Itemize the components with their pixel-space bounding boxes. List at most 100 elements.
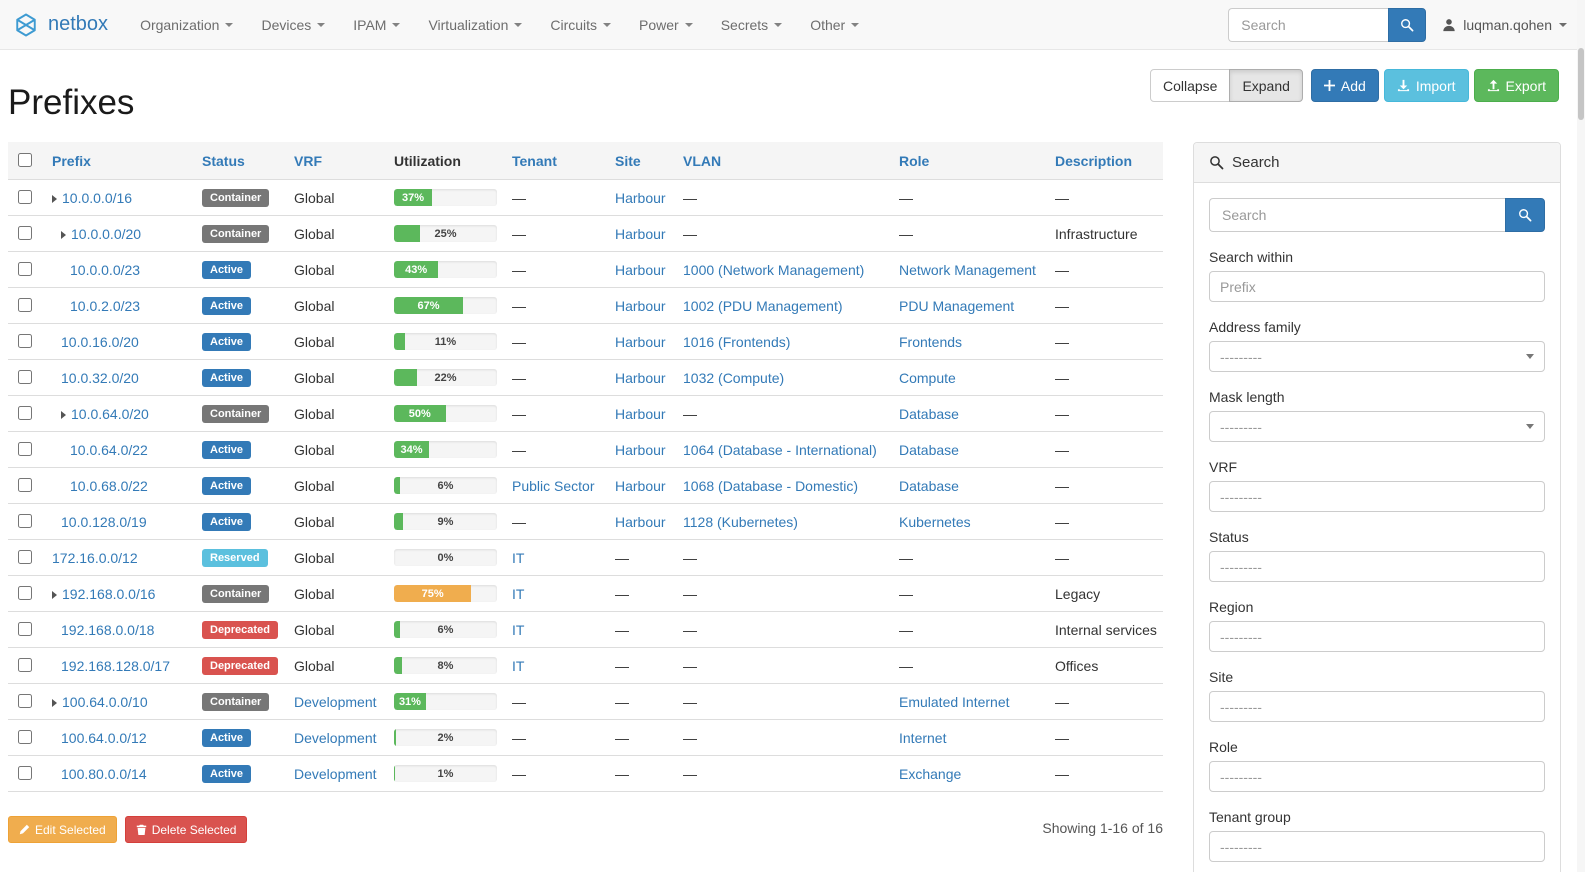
role-link[interactable]: Database xyxy=(899,441,959,458)
filter-field-status[interactable]: --------- xyxy=(1209,551,1545,582)
filter-field-site[interactable]: --------- xyxy=(1209,691,1545,722)
scrollbar-thumb[interactable] xyxy=(1578,48,1584,120)
site-link[interactable]: Harbour xyxy=(615,513,666,530)
prefix-link[interactable]: 10.0.16.0/20 xyxy=(61,333,139,350)
prefix-link[interactable]: 172.16.0.0/12 xyxy=(52,549,138,566)
prefix-link[interactable]: 100.64.0.0/12 xyxy=(61,729,147,746)
row-checkbox[interactable] xyxy=(18,298,32,312)
filter-search-input[interactable] xyxy=(1209,198,1505,232)
site-link[interactable]: Harbour xyxy=(615,333,666,350)
row-checkbox[interactable] xyxy=(18,658,32,672)
tenant-link[interactable]: Public Sector xyxy=(512,477,595,494)
vrf-link[interactable]: Development xyxy=(294,693,377,710)
row-checkbox[interactable] xyxy=(18,730,32,744)
prefix-link[interactable]: 100.80.0.0/14 xyxy=(61,765,147,782)
collapse-button[interactable]: Collapse xyxy=(1149,69,1231,102)
edit-selected-button[interactable]: Edit Selected xyxy=(8,816,117,843)
scrollbar[interactable] xyxy=(1577,0,1585,872)
role-link[interactable]: PDU Management xyxy=(899,297,1015,314)
column-header-vrf[interactable]: VRF xyxy=(286,142,386,180)
prefix-link[interactable]: 10.0.64.0/20 xyxy=(71,405,149,422)
site-link[interactable]: Harbour xyxy=(615,297,666,314)
tenant-link[interactable]: IT xyxy=(512,657,525,674)
column-header-vlan[interactable]: VLAN xyxy=(675,142,891,180)
nav-menu-other[interactable]: Other xyxy=(796,0,873,50)
prefix-link[interactable]: 10.0.68.0/22 xyxy=(70,477,148,494)
prefix-link[interactable]: 100.64.0.0/10 xyxy=(62,693,148,710)
row-checkbox[interactable] xyxy=(18,190,32,204)
filter-field-vrf[interactable]: --------- xyxy=(1209,481,1545,512)
row-checkbox[interactable] xyxy=(18,694,32,708)
navbar-search-button[interactable] xyxy=(1388,7,1427,42)
vlan-link[interactable]: 1002 (PDU Management) xyxy=(683,297,843,314)
role-link[interactable]: Exchange xyxy=(899,765,962,782)
site-link[interactable]: Harbour xyxy=(615,189,666,206)
filter-field-tenant-group[interactable]: --------- xyxy=(1209,831,1545,862)
filter-field-region[interactable]: --------- xyxy=(1209,621,1545,652)
user-menu[interactable]: luqman.qohen xyxy=(1442,17,1567,33)
row-checkbox[interactable] xyxy=(18,370,32,384)
vrf-link[interactable]: Development xyxy=(294,729,377,746)
column-header-prefix[interactable]: Prefix xyxy=(44,142,194,180)
vlan-link[interactable]: 1016 (Frontends) xyxy=(683,333,791,350)
site-link[interactable]: Harbour xyxy=(615,225,666,242)
export-button[interactable]: Export xyxy=(1473,69,1559,102)
tenant-link[interactable]: IT xyxy=(512,585,525,602)
nav-menu-circuits[interactable]: Circuits xyxy=(536,0,625,50)
filter-select-mask-length[interactable]: --------- xyxy=(1209,411,1545,442)
prefix-link[interactable]: 10.0.0.0/23 xyxy=(70,261,141,278)
row-checkbox[interactable] xyxy=(18,442,32,456)
prefix-link[interactable]: 10.0.0.0/20 xyxy=(71,225,142,242)
vlan-link[interactable]: 1000 (Network Management) xyxy=(683,261,865,278)
tenant-link[interactable]: IT xyxy=(512,621,525,638)
prefix-link[interactable]: 192.168.128.0/17 xyxy=(61,657,170,674)
import-button[interactable]: Import xyxy=(1383,69,1469,102)
site-link[interactable]: Harbour xyxy=(615,477,666,494)
prefix-link[interactable]: 10.0.2.0/23 xyxy=(70,297,141,314)
prefix-link[interactable]: 192.168.0.0/18 xyxy=(61,621,155,638)
role-link[interactable]: Kubernetes xyxy=(899,513,971,530)
vrf-link[interactable]: Development xyxy=(294,765,377,782)
nav-menu-virtualization[interactable]: Virtualization xyxy=(414,0,536,50)
row-checkbox[interactable] xyxy=(18,334,32,348)
nav-menu-power[interactable]: Power xyxy=(625,0,707,50)
role-link[interactable]: Database xyxy=(899,405,959,422)
role-link[interactable]: Emulated Internet xyxy=(899,693,1010,710)
column-header-tenant[interactable]: Tenant xyxy=(504,142,607,180)
role-link[interactable]: Database xyxy=(899,477,959,494)
prefix-link[interactable]: 10.0.128.0/19 xyxy=(61,513,147,530)
column-header-site[interactable]: Site xyxy=(607,142,675,180)
prefix-link[interactable]: 192.168.0.0/16 xyxy=(62,585,156,602)
netbox-brand[interactable]: netbox xyxy=(12,11,108,39)
delete-selected-button[interactable]: Delete Selected xyxy=(124,816,248,843)
column-header-description[interactable]: Description xyxy=(1047,142,1163,180)
row-checkbox[interactable] xyxy=(18,766,32,780)
expand-button[interactable]: Expand xyxy=(1229,69,1303,102)
role-link[interactable]: Frontends xyxy=(899,333,963,350)
role-link[interactable]: Network Management xyxy=(899,261,1036,278)
vlan-link[interactable]: 1064 (Database - International) xyxy=(683,441,877,458)
vlan-link[interactable]: 1032 (Compute) xyxy=(683,369,785,386)
row-checkbox[interactable] xyxy=(18,478,32,492)
tenant-link[interactable]: IT xyxy=(512,549,525,566)
column-header-status[interactable]: Status xyxy=(194,142,286,180)
column-header-role[interactable]: Role xyxy=(891,142,1047,180)
vlan-link[interactable]: 1128 (Kubernetes) xyxy=(683,513,798,530)
site-link[interactable]: Harbour xyxy=(615,405,666,422)
nav-menu-organization[interactable]: Organization xyxy=(126,0,247,50)
add-button[interactable]: Add xyxy=(1310,69,1379,102)
row-checkbox[interactable] xyxy=(18,622,32,636)
site-link[interactable]: Harbour xyxy=(615,261,666,278)
site-link[interactable]: Harbour xyxy=(615,369,666,386)
prefix-link[interactable]: 10.0.64.0/22 xyxy=(70,441,148,458)
row-checkbox[interactable] xyxy=(18,514,32,528)
site-link[interactable]: Harbour xyxy=(615,441,666,458)
row-checkbox[interactable] xyxy=(18,550,32,564)
prefix-link[interactable]: 10.0.32.0/20 xyxy=(61,369,139,386)
row-checkbox[interactable] xyxy=(18,406,32,420)
nav-menu-secrets[interactable]: Secrets xyxy=(707,0,796,50)
filter-select-address-family[interactable]: --------- xyxy=(1209,341,1545,372)
row-checkbox[interactable] xyxy=(18,586,32,600)
role-link[interactable]: Internet xyxy=(899,729,947,746)
row-checkbox[interactable] xyxy=(18,262,32,276)
